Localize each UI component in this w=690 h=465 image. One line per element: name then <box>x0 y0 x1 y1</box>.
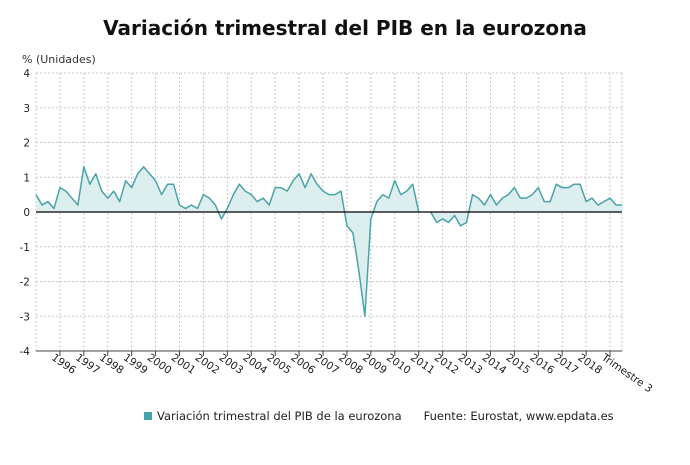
x-tick-label: 2006 <box>288 352 317 377</box>
y-tick-label: 1 <box>23 172 30 184</box>
legend-swatch <box>144 412 152 420</box>
x-tick-label: 2016 <box>528 352 557 377</box>
y-tick-label: -2 <box>20 277 30 289</box>
series-area <box>36 166 419 317</box>
series-area <box>430 184 622 226</box>
x-tick-label: 2008 <box>336 352 365 377</box>
x-tick-label: 2014 <box>480 352 509 377</box>
source-note: Fuente: Eurostat, www.epdata.es <box>423 409 614 423</box>
x-tick-label: 2011 <box>408 352 437 377</box>
x-tick-label: 1997 <box>73 352 102 377</box>
series-line <box>430 183 622 227</box>
y-tick-label: 4 <box>23 68 30 80</box>
x-tick-label: 1996 <box>49 352 78 377</box>
y-tick-label: 3 <box>23 103 30 115</box>
y-tick-label: -4 <box>20 346 31 358</box>
series-line <box>35 166 420 317</box>
y-tick-layer: 4 3 2 1 0 -1 -2 -3 -4 <box>20 68 31 358</box>
x-tick-layer: 1996199719981999200020012002200320042005… <box>49 351 654 395</box>
y-tick-label: 0 <box>23 207 30 219</box>
x-tick-label: 2003 <box>217 352 246 377</box>
line-layer <box>35 166 622 317</box>
chart-title: Variación trimestral del PIB en la euroz… <box>103 16 587 40</box>
x-tick-label: 2002 <box>193 352 222 377</box>
x-tick-label: 2017 <box>551 352 580 377</box>
x-tick-label: 2018 <box>575 352 604 377</box>
y-tick-label: 2 <box>23 138 30 150</box>
legend-series-label: Variación trimestral del PIB de la euroz… <box>157 409 402 423</box>
y-axis-label: % (Unidades) <box>22 53 96 66</box>
x-tick-label: 2004 <box>241 352 270 377</box>
x-tick-label: 2015 <box>504 352 533 377</box>
x-tick-label: Trimestre 3 <box>599 351 655 395</box>
x-tick-label: 1999 <box>121 352 150 377</box>
x-tick-label: 2013 <box>456 352 485 377</box>
area-layer <box>36 166 622 317</box>
axis-layer <box>36 211 622 356</box>
y-tick-label: -3 <box>20 311 30 323</box>
x-tick-label: 2005 <box>264 352 293 377</box>
x-tick-label: 2001 <box>169 352 198 377</box>
legend: Variación trimestral del PIB de la euroz… <box>144 409 614 423</box>
x-tick-label: 2010 <box>384 352 413 377</box>
x-tick-label: 2009 <box>360 352 389 377</box>
x-tick-label: 2000 <box>145 352 174 377</box>
x-tick-label: 1998 <box>97 352 126 377</box>
x-tick-label: 2012 <box>432 352 461 377</box>
y-tick-label: -1 <box>20 242 30 254</box>
x-tick-label: 2007 <box>312 352 341 377</box>
